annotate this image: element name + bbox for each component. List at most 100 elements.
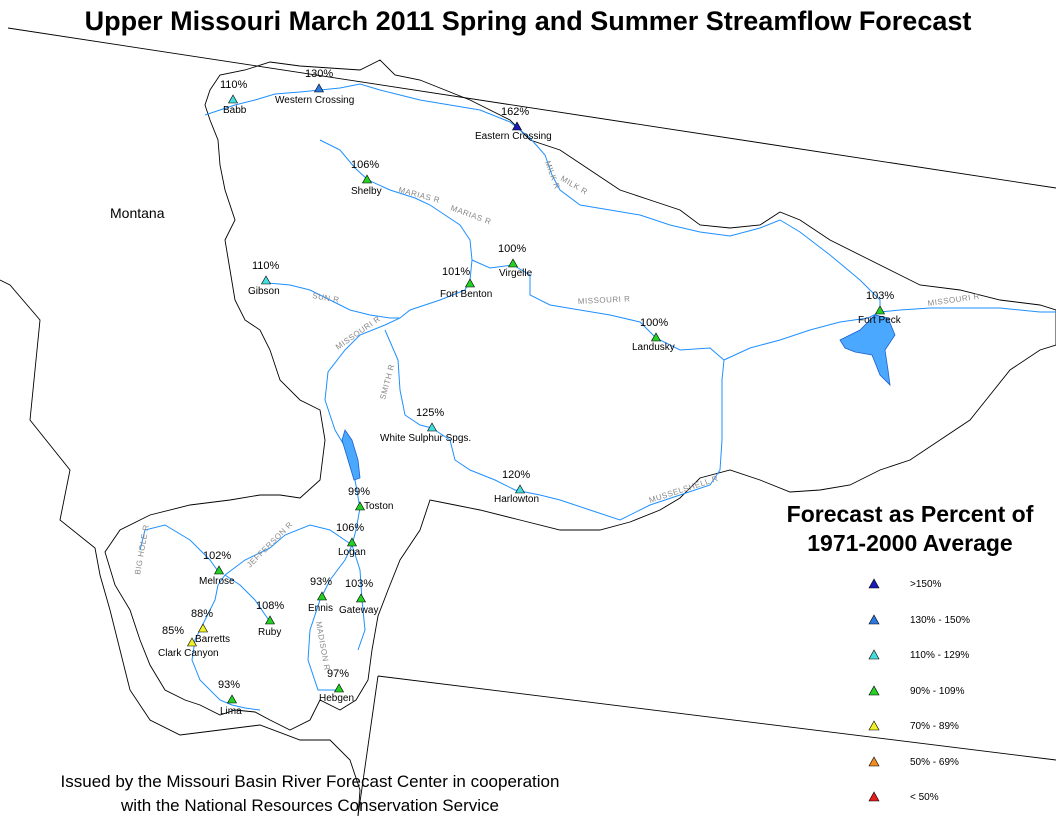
- station-name: Harlowton: [494, 494, 539, 505]
- station-name: Ruby: [258, 627, 281, 638]
- rivers: [139, 83, 1056, 711]
- station-marker-icon[interactable]: [260, 275, 272, 285]
- station-percent: 110%: [252, 260, 280, 272]
- station-marker-icon[interactable]: [316, 591, 328, 601]
- station-name: Clark Canyon: [158, 648, 219, 659]
- station-marker-icon[interactable]: [213, 565, 225, 575]
- station-percent: 108%: [256, 600, 284, 612]
- station-western-crossing[interactable]: 130% Western Crossing: [275, 68, 354, 106]
- station-name: Toston: [364, 501, 393, 512]
- station-barretts[interactable]: 88% Barretts: [191, 608, 230, 645]
- river-label: MISSOURI R: [334, 314, 382, 352]
- station-marker-icon[interactable]: [426, 422, 438, 432]
- fort-peck-lake: [839, 314, 896, 387]
- station-name: Hebgen: [319, 693, 354, 704]
- legend-triangle-icon: [868, 755, 880, 766]
- legend-triangle-icon: [868, 720, 880, 731]
- legend-label: < 50%: [910, 792, 939, 803]
- station-marker-icon[interactable]: [186, 637, 198, 647]
- legend-triangle-icon: [868, 649, 880, 660]
- river-label: BIG HOLE R: [133, 524, 151, 576]
- station-name: Western Crossing: [275, 95, 354, 106]
- station-marker-icon[interactable]: [511, 121, 523, 131]
- station-marker-icon[interactable]: [227, 94, 239, 104]
- boundaries: [0, 27, 1056, 816]
- station-percent: 106%: [336, 522, 364, 534]
- station-babb[interactable]: 110% Babb: [220, 79, 248, 116]
- west-state-line: [0, 279, 361, 816]
- station-lima[interactable]: 93% Lima: [218, 679, 242, 717]
- station-marker-icon[interactable]: [346, 537, 358, 547]
- station-percent: 106%: [351, 159, 379, 171]
- station-marker-icon[interactable]: [361, 174, 373, 184]
- river-label: MISSOURI R: [578, 294, 631, 306]
- station-name: Gibson: [248, 286, 280, 297]
- station-marker-icon[interactable]: [650, 332, 662, 342]
- station-name: Logan: [338, 547, 366, 558]
- station-gateway[interactable]: 103% Gateway: [339, 578, 378, 616]
- station-virgelle[interactable]: 100% Virgelle: [498, 243, 533, 279]
- station-percent: 125%: [416, 407, 444, 419]
- legend-label: 50% - 69%: [910, 756, 959, 768]
- station-percent: 85%: [162, 625, 184, 637]
- station-marker-icon[interactable]: [264, 615, 276, 625]
- station-ruby[interactable]: 108% Ruby: [256, 600, 284, 638]
- station-logan[interactable]: 106% Logan: [336, 522, 366, 558]
- station-toston[interactable]: 99% Toston: [348, 486, 393, 512]
- station-marker-icon[interactable]: [464, 278, 476, 288]
- legend-label: 70% - 89%: [910, 721, 959, 732]
- station-fort-benton[interactable]: 101% Fort Benton: [440, 266, 492, 300]
- canyon-ferry-lake: [341, 429, 361, 481]
- station-name: Shelby: [351, 186, 382, 197]
- station-percent: 97%: [327, 668, 349, 680]
- lakes: [341, 314, 896, 481]
- station-marker-icon[interactable]: [514, 484, 526, 494]
- station-ennis[interactable]: 93% Ennis: [308, 576, 333, 614]
- issued-note: Issued by the Missouri Basin River Forec…: [0, 770, 620, 818]
- station-landusky[interactable]: 100% Landusky: [632, 317, 675, 353]
- station-clark-canyon[interactable]: 85% Clark Canyon: [158, 625, 219, 659]
- legend-title: Forecast as Percent of 1971-2000 Average: [760, 500, 1056, 558]
- station-melrose[interactable]: 102% Melrose: [199, 550, 235, 587]
- river-label: JEFFERSON R: [245, 520, 295, 570]
- station-marker-icon[interactable]: [197, 623, 209, 633]
- station-percent: 88%: [191, 608, 213, 620]
- station-name: Eastern Crossing: [475, 131, 552, 142]
- station-shelby[interactable]: 106% Shelby: [351, 159, 382, 197]
- station-gibson[interactable]: 110% Gibson: [248, 260, 280, 297]
- legend-triangle-icon: [868, 684, 880, 695]
- station-hebgen[interactable]: 97% Hebgen: [319, 668, 354, 704]
- station-marker-icon[interactable]: [354, 501, 366, 511]
- legend-triangle-icon: [868, 613, 880, 624]
- station-marker-icon[interactable]: [355, 593, 367, 603]
- issued-line2: with the National Resources Conservation…: [121, 796, 499, 815]
- station-name: White Sulphur Spgs.: [380, 433, 471, 444]
- station-percent: 103%: [866, 290, 894, 302]
- station-marker-icon[interactable]: [333, 683, 345, 693]
- station-percent: 100%: [640, 317, 668, 329]
- station-marker-icon[interactable]: [874, 305, 886, 315]
- legend-label: >150%: [910, 579, 942, 590]
- station-name: Melrose: [199, 576, 235, 587]
- station-marker-icon[interactable]: [507, 258, 519, 268]
- stations: 110% Babb 130% Western Crossing 162% Eastern …: [158, 68, 902, 717]
- legend-title-line1: Forecast as Percent of: [786, 501, 1034, 527]
- station-name: Babb: [223, 105, 247, 116]
- station-eastern-crossing[interactable]: 162% Eastern Crossing: [475, 106, 552, 142]
- river-label: MILK R: [543, 160, 562, 191]
- station-percent: 120%: [502, 469, 530, 481]
- station-fort-peck[interactable]: 103% Fort Peck: [858, 290, 902, 326]
- legend-label: 130% - 150%: [910, 614, 971, 626]
- station-name: Fort Peck: [858, 315, 902, 326]
- station-marker-icon[interactable]: [313, 83, 325, 93]
- station-white-sulphur-spgs[interactable]: 125% White Sulphur Spgs.: [380, 407, 471, 444]
- station-harlowton[interactable]: 120% Harlowton: [494, 469, 539, 505]
- legend-title-line2: 1971-2000 Average: [807, 530, 1013, 556]
- station-marker-icon[interactable]: [226, 694, 238, 704]
- station-name: Gateway: [339, 605, 378, 616]
- page-title: Upper Missouri March 2011 Spring and Sum…: [84, 6, 972, 36]
- station-name: Lima: [220, 706, 242, 717]
- river-label: MUSSELSHELL R: [648, 474, 720, 505]
- wyoming-border: [377, 675, 1056, 761]
